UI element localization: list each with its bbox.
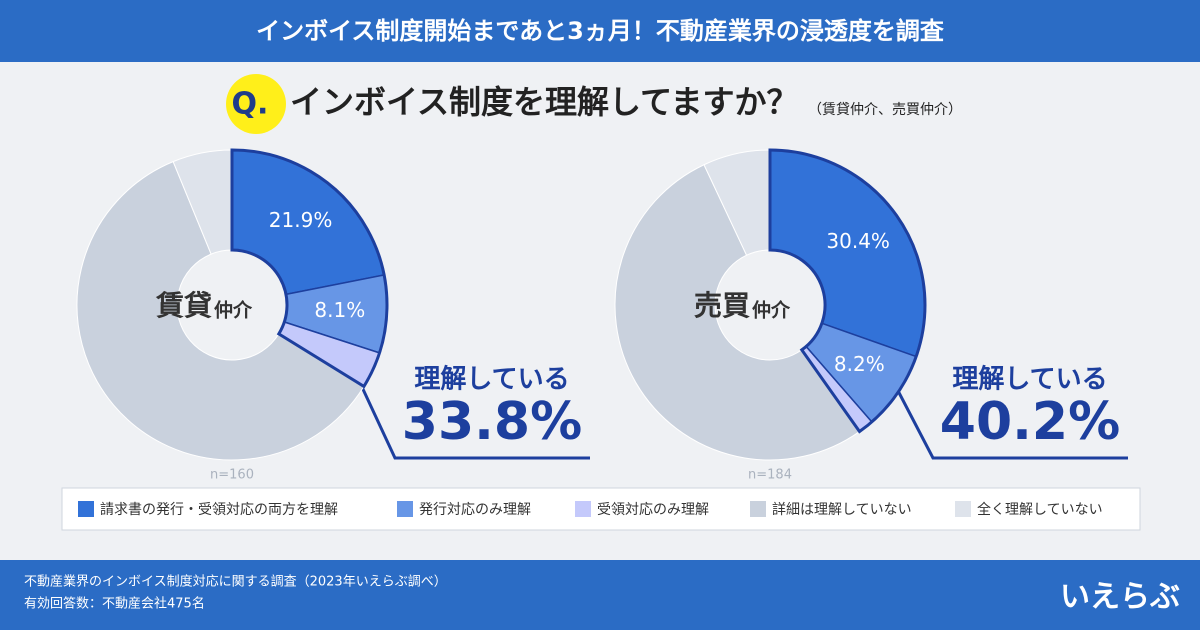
header-band [0, 0, 1200, 62]
data-label: 30.4% [826, 229, 890, 253]
legend-swatch [78, 501, 94, 517]
q-badge [226, 74, 286, 134]
legend-label: 請求書の発行・受領対応の両方を理解 [100, 501, 338, 518]
legend-swatch [955, 501, 971, 517]
legend-label: 全く理解していない [977, 501, 1103, 518]
donut-segment [614, 164, 861, 461]
legend-label: 受領対応のみ理解 [597, 501, 709, 518]
footer-line: 不動産業界のインボイス制度対応に関する調査（2023年いえらぶ調べ） [24, 574, 447, 590]
center-label-sub: 仲介 [214, 299, 253, 322]
center-label-main: 賃貸 [155, 289, 212, 322]
data-label: 21.9% [269, 208, 333, 232]
footer-band [0, 560, 1200, 630]
sample-size: n=184 [748, 468, 792, 483]
data-label: 8.2% [834, 352, 885, 376]
data-label: 8.1% [314, 298, 365, 322]
question-text: インボイス制度を理解してますか？ [290, 83, 798, 121]
callout-value: 40.2% [940, 392, 1120, 452]
logo: いえらぶ [1060, 580, 1180, 615]
legend-label: 詳細は理解していない [772, 502, 912, 518]
callout-label: 理解している [952, 365, 1107, 395]
legend-swatch [750, 501, 766, 517]
center-label-sub: 仲介 [752, 299, 791, 322]
callout-label: 理解している [414, 365, 569, 395]
footer-line: 有効回答数：不動産会社475名 [24, 596, 205, 612]
legend-swatch [397, 501, 413, 517]
center-label-main: 売買 [694, 289, 750, 322]
donut-segment [76, 160, 365, 461]
sample-size: n=160 [210, 468, 254, 483]
callout-line [353, 371, 590, 460]
group-outline [230, 148, 389, 389]
header-title: インボイス制度開始まであと3ヵ月！不動産業界の浸透度を調査 [256, 17, 944, 45]
question-note: （賃貸仲介、売買仲介） [808, 102, 962, 118]
group-outline [768, 148, 927, 434]
legend-label: 発行対応のみ理解 [419, 502, 531, 518]
legend-swatch [575, 501, 591, 517]
q-mark: Q. [232, 87, 269, 122]
callout-line [893, 384, 1128, 460]
callout-value: 33.8% [402, 392, 582, 452]
